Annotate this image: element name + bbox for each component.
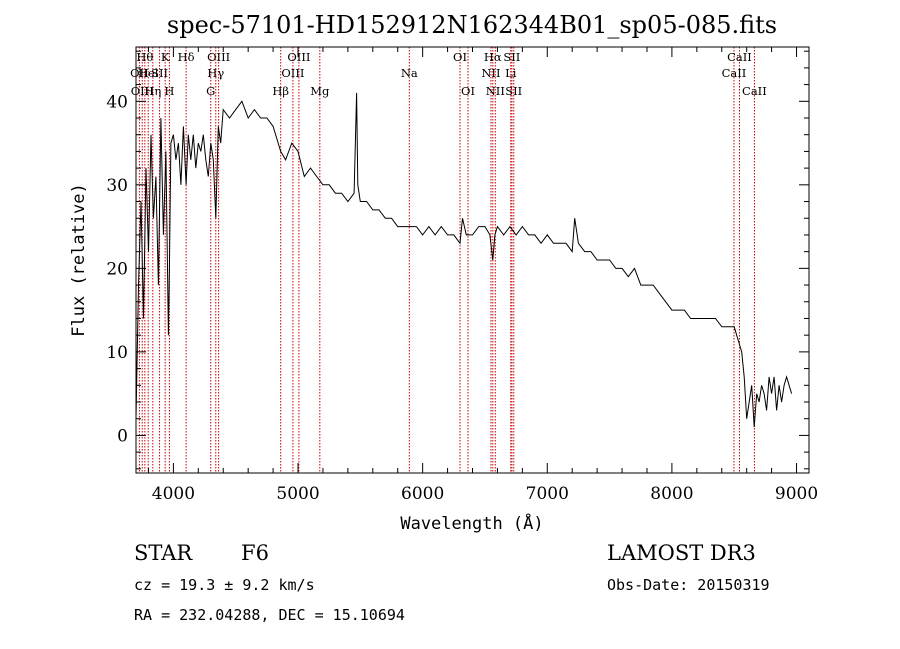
line-marker-label: Hβ <box>272 84 289 98</box>
y-tick-label: 20 <box>106 259 128 279</box>
x-axis: 4000 5000 6000 7000 8000 9000 <box>147 47 818 504</box>
line-marker-label: K <box>161 50 170 64</box>
line-marker-label: Hδ <box>178 50 195 64</box>
line-marker-label: Hα <box>484 50 502 64</box>
emission-line-labels: OIIOIIIHθHelHηSIIKHHδGHγOIIIHβOIIIOIIIMg… <box>130 50 767 98</box>
line-marker-label: CaII <box>722 66 747 80</box>
line-marker-label: Mg <box>310 84 330 98</box>
line-marker-label: SII <box>505 84 522 98</box>
line-marker-label: Hγ <box>207 66 224 80</box>
object-subclass: F6 <box>241 541 269 565</box>
y-tick-label: 10 <box>106 343 128 363</box>
x-tick-label: 4000 <box>152 484 195 504</box>
ra-dec-coords: RA = 232.04288, DEC = 15.10694 <box>134 606 405 624</box>
line-marker-label: Hη <box>144 84 161 98</box>
x-axis-label: Wavelength (Å) <box>400 512 543 534</box>
y-axis: 0 10 20 30 40 <box>106 50 809 470</box>
line-marker-label: SII <box>151 66 168 80</box>
line-marker-label: OI <box>453 50 467 64</box>
line-marker-label: NII <box>486 84 505 98</box>
line-marker-label: OIII <box>287 50 310 64</box>
line-marker-label: OI <box>461 84 475 98</box>
line-marker-label: Hel <box>138 66 159 80</box>
y-axis-label: Flux (relative) <box>69 183 89 337</box>
plot-frame <box>135 46 810 474</box>
line-marker-label: CaII <box>727 50 752 64</box>
x-tick-label: 7000 <box>526 484 569 504</box>
line-marker-label: CaII <box>742 84 767 98</box>
chart-title: spec-57101-HD152912N162344B01_sp05-085.f… <box>167 11 777 39</box>
line-marker-label: SII <box>503 50 520 64</box>
line-marker-label: OII <box>130 66 149 80</box>
line-marker-label: OIII <box>281 66 304 80</box>
x-tick-label: 9000 <box>775 484 818 504</box>
line-marker-label: NII <box>481 66 500 80</box>
line-marker-label: Na <box>401 66 418 80</box>
y-tick-label: 40 <box>106 92 128 112</box>
line-marker-label: OIII <box>207 50 230 64</box>
object-class: STAR <box>134 541 193 565</box>
line-marker-label: G <box>206 84 215 98</box>
x-tick-label: 8000 <box>650 484 693 504</box>
survey-name: LAMOST DR3 <box>607 541 756 565</box>
y-tick-label: 30 <box>106 176 128 196</box>
line-marker-label: Hθ <box>136 50 153 64</box>
redshift-cz: cz = 19.3 ± 9.2 km/s <box>134 576 315 594</box>
x-tick-label: 6000 <box>401 484 444 504</box>
line-marker-label: H <box>164 84 174 98</box>
spectrum-line <box>135 92 793 428</box>
emission-line-markers <box>138 47 755 473</box>
line-marker-label: Li <box>505 66 517 80</box>
y-tick-label: 0 <box>117 426 128 446</box>
obs-date: Obs-Date: 20150319 <box>607 576 770 594</box>
x-tick-label: 5000 <box>276 484 319 504</box>
